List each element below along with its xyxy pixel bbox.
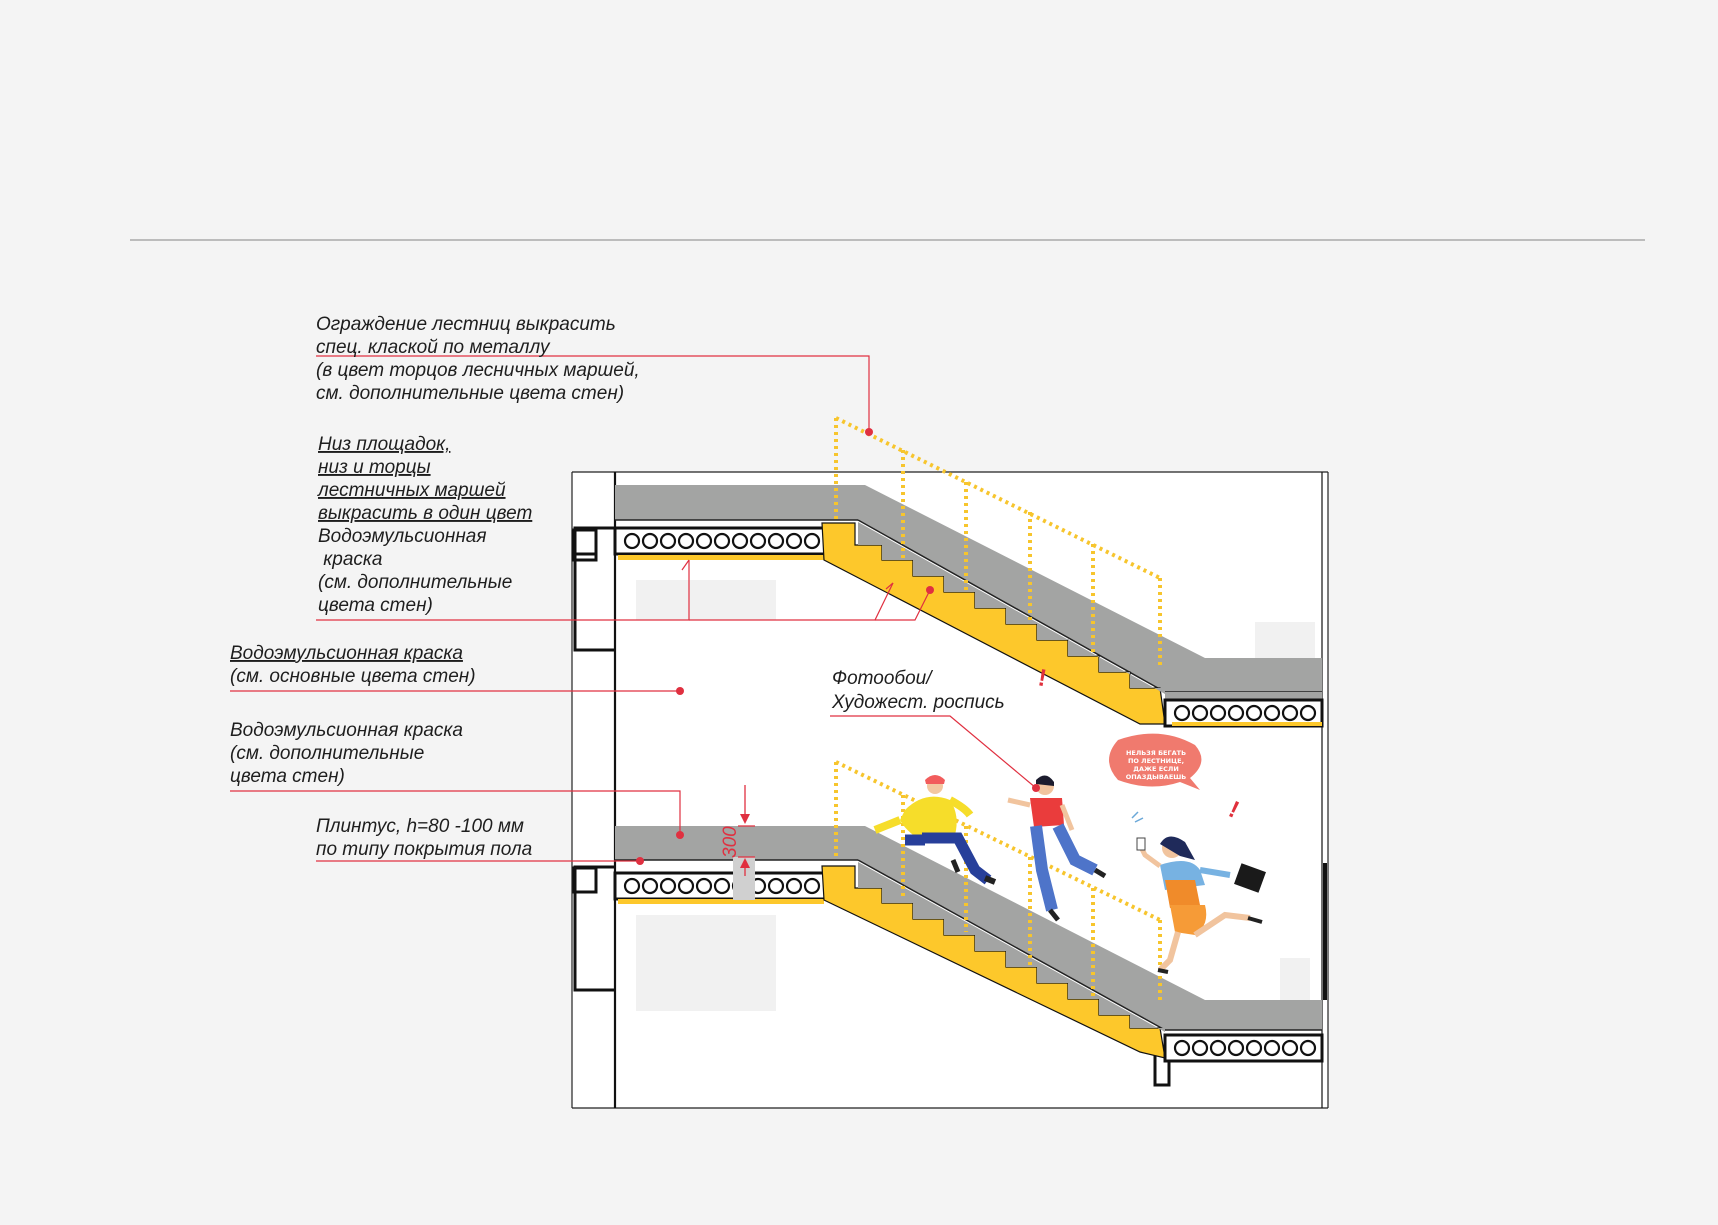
hollow-core-slab xyxy=(623,877,821,895)
underside-line-1: Низ площадок, xyxy=(318,434,450,455)
extra-paint-line-1: Водоэмульсионная краска xyxy=(230,720,463,741)
bubble-line-4: ОПАЗДЫВАЕШЬ xyxy=(1126,773,1187,781)
bubble-line-2: ПО ЛЕСТНИЦЕ, xyxy=(1128,757,1184,765)
landing-underside-yellow xyxy=(618,555,824,560)
plinth-line-2: по типу покрытия пола xyxy=(316,839,532,860)
mural-line-2: Художест. роспись xyxy=(831,692,1005,713)
leader-lines xyxy=(230,355,1037,862)
main-paint-line-2: (см. основные цвета стен) xyxy=(230,666,476,687)
mural-annotation: Фотообои/ Художест. роспись xyxy=(831,668,1005,713)
railing-dotted-lower xyxy=(834,760,1162,1000)
leader-dots xyxy=(636,428,1040,865)
railing-annotation: Ограждение лестниц выкрасить спец. класк… xyxy=(316,314,640,404)
wall-patch xyxy=(1255,622,1315,662)
railing-line-2: спец. клаской по металлу xyxy=(316,337,551,358)
left-wall-bracket-lower xyxy=(572,865,615,992)
bubble-line-3: ДАЖЕ ЕСЛИ xyxy=(1133,765,1179,773)
dimension-300 xyxy=(738,785,755,876)
upper-flight xyxy=(613,416,1324,728)
railing-line-4: см. дополнительные цвета стен) xyxy=(316,383,624,404)
wall-patch xyxy=(636,580,776,620)
hollow-core-slab xyxy=(623,532,821,550)
wall-patch xyxy=(1280,958,1310,1000)
main-paint-annotation: Водоэмульсионная краска (см. основные цв… xyxy=(230,643,476,687)
wall-patch xyxy=(636,915,776,1011)
mural-line-1: Фотообои/ xyxy=(832,668,933,689)
speech-bubble-icon: НЕЛЬЗЯ БЕГАТЬ ПО ЛЕСТНИЦЕ, ДАЖЕ ЕСЛИ ОПА… xyxy=(1109,733,1202,790)
person-running-briefcase-icon xyxy=(1136,836,1266,974)
underside-line-7: (см. дополнительные xyxy=(318,572,512,593)
extra-paint-line-3: цвета стен) xyxy=(230,766,345,787)
extra-paint-annotation: Водоэмульсионная краска (см. дополнитель… xyxy=(230,720,463,787)
underside-line-5: Водоэмульсионная xyxy=(318,526,487,547)
underside-line-4: выкрасить в один цвет xyxy=(318,503,532,524)
motion-lines xyxy=(1131,811,1144,823)
lower-flight xyxy=(613,760,1324,1063)
left-wall-bracket-upper xyxy=(571,526,615,652)
underside-line-3: лестничных маршей xyxy=(317,480,506,501)
underside-line-8: цвета стен) xyxy=(318,595,433,616)
underside-annotation: Низ площадок, низ и торцы лестничных мар… xyxy=(317,434,532,616)
railing-dotted-upper xyxy=(834,416,1162,665)
underside-line-6: краска xyxy=(318,549,382,570)
railing-line-1: Ограждение лестниц выкрасить xyxy=(316,314,616,335)
underside-line-2: низ и торцы xyxy=(318,457,431,478)
extra-paint-line-2: (см. дополнительные xyxy=(230,743,424,764)
plinth-annotation: Плинтус, h=80 -100 мм по типу покрытия п… xyxy=(316,816,532,860)
person-running-red-shirt-icon xyxy=(1007,775,1107,922)
bubble-line-1: НЕЛЬЗЯ БЕГАТЬ xyxy=(1126,749,1186,757)
dimension-label: 300 xyxy=(720,826,741,858)
plinth-line-1: Плинтус, h=80 -100 мм xyxy=(316,816,524,837)
person-running-yellow-hoodie-icon xyxy=(873,775,997,885)
railing-line-3: (в цвет торцов лесничных маршей, xyxy=(316,360,640,381)
main-paint-line-1: Водоэмульсионная краска xyxy=(230,643,463,664)
